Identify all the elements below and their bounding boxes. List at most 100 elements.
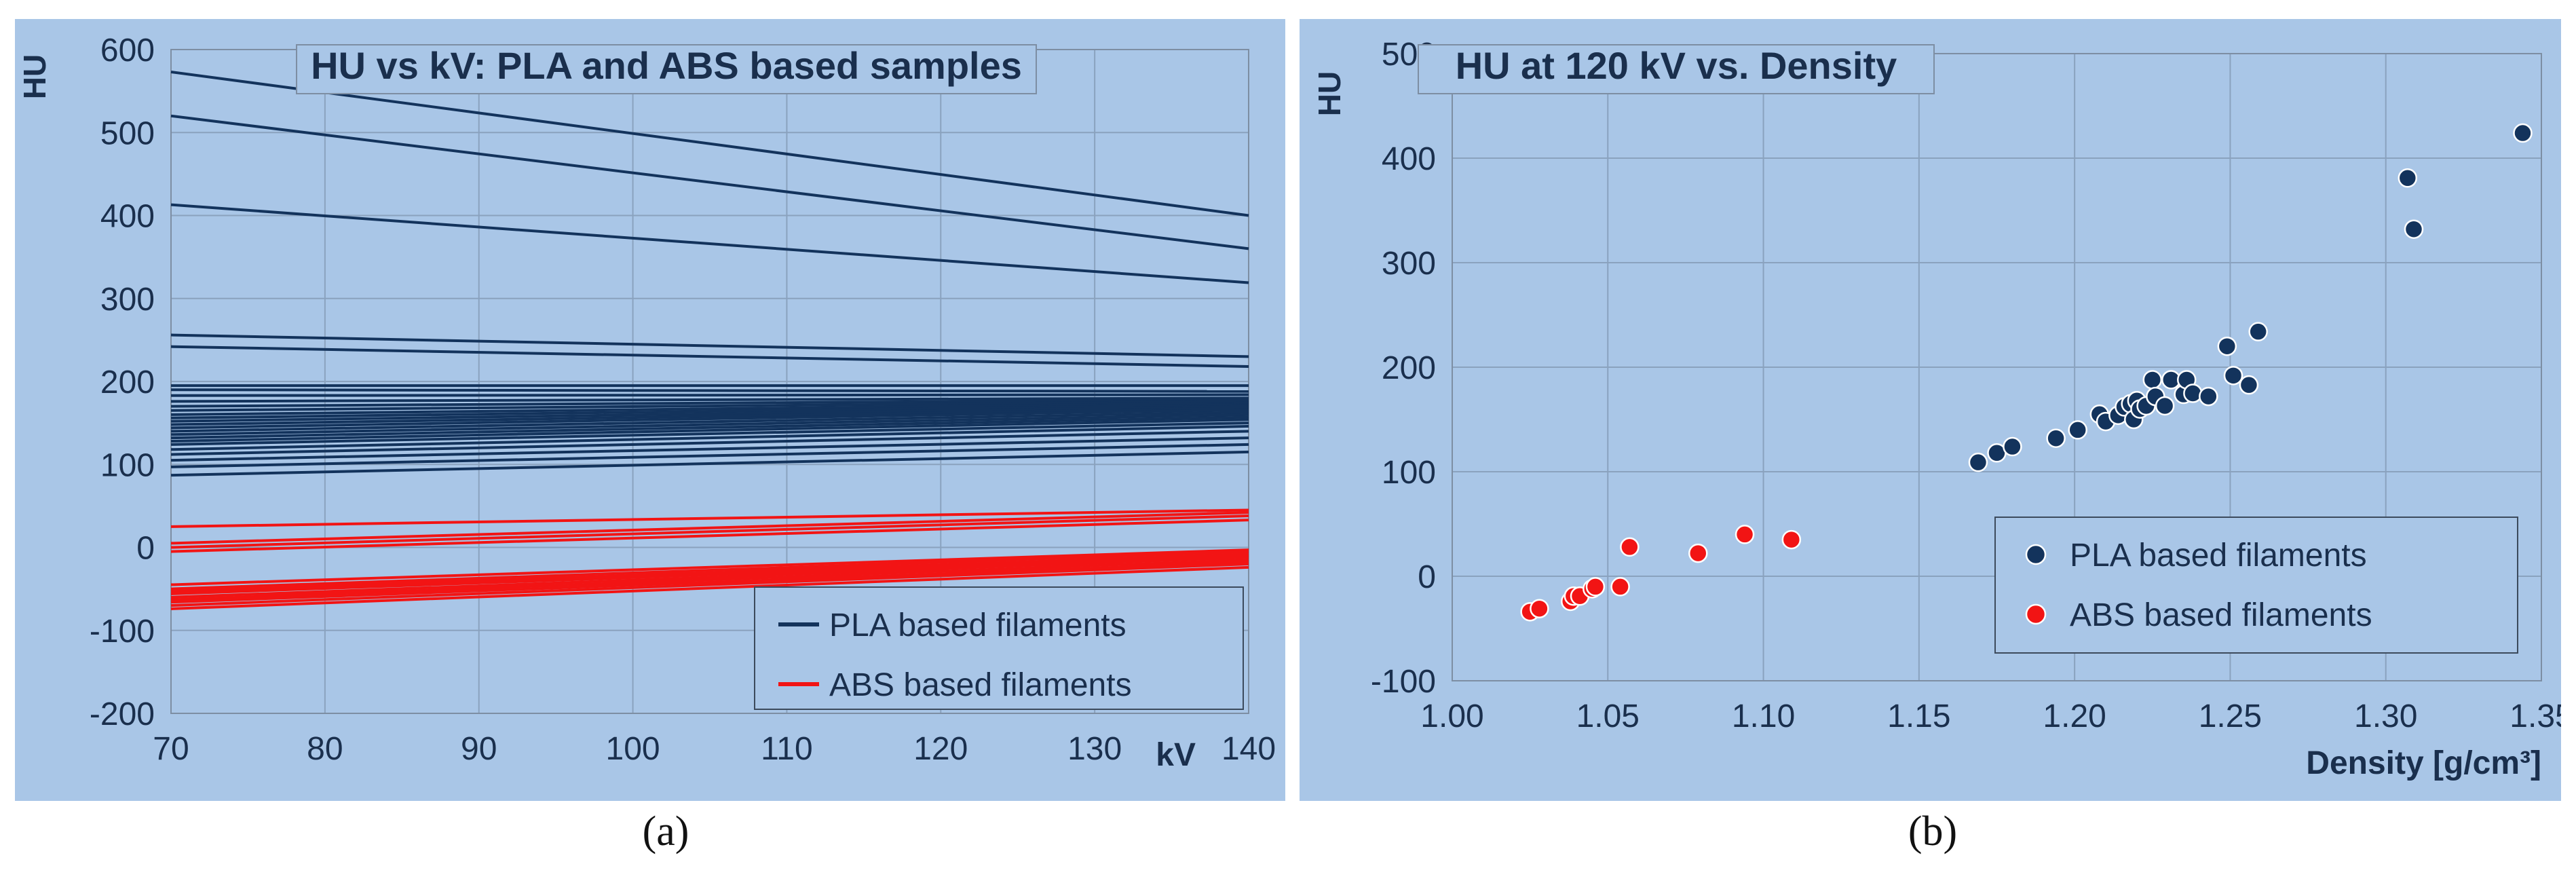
pla-series-line: [170, 114, 1249, 250]
pla-data-point: [2239, 375, 2259, 395]
pla-series-line: [170, 415, 1249, 440]
x-tick-label: 130: [1067, 731, 1122, 767]
pla-series-line: [170, 401, 1249, 416]
pla-series-line: [170, 345, 1249, 368]
x-tick-label: 70: [153, 731, 189, 767]
y-tick-label: 300: [1382, 246, 1436, 282]
pla-series-line: [170, 418, 1249, 443]
legend-box: [754, 586, 1244, 710]
y-tick-label: 0: [136, 531, 155, 567]
y-tick-label: 100: [1382, 455, 1436, 491]
pla-series-line: [170, 443, 1249, 468]
pla-data-point: [2183, 383, 2203, 403]
x-tick-label: 1.00: [1420, 698, 1483, 734]
abs-series-line: [170, 562, 1249, 607]
y-tick-label: 0: [1418, 559, 1436, 595]
x-tick-label: 1.35: [2509, 698, 2561, 734]
abs-series-line: [170, 519, 1249, 553]
panel-b-hu-vs-density: -100 0 100 200 300 400 500 1.00 1.05 1.10 1.15 1.20…: [1300, 19, 2561, 801]
panel-a-hu-vs-kv: -200 -100 0 100 200 300 400 500 600 70 80 90 100 110 1…: [15, 19, 1285, 801]
legend-label: ABS based filaments: [2070, 597, 2372, 633]
abs-series-line: [170, 554, 1249, 595]
y-tick-label: 400: [1382, 141, 1436, 177]
pla-series-line: [170, 203, 1249, 284]
abs-series-line: [170, 508, 1249, 528]
chart-title-box: [1418, 44, 1935, 94]
x-axis-title: Density [g/cm³]: [2306, 745, 2541, 781]
pla-data-point: [2223, 366, 2243, 386]
pla-series-line: [170, 398, 1249, 408]
y-tick-label: 200: [1382, 350, 1436, 386]
pla-data-point: [2199, 386, 2218, 407]
y-axis-title: HU: [1312, 71, 1347, 116]
x-tick-label: 140: [1221, 731, 1276, 767]
abs-series-line: [170, 565, 1249, 610]
legend-marker-swatch: [2025, 603, 2047, 625]
abs-series-line: [170, 514, 1249, 549]
pla-data-point: [2513, 123, 2533, 143]
abs-data-point: [1688, 543, 1708, 563]
x-tick-label: 1.05: [1576, 698, 1640, 734]
chart-title: HU at 120 kV vs. Density: [1456, 44, 1897, 87]
legend-box: [1994, 517, 2518, 654]
y-tick-label: 600: [100, 33, 155, 69]
pla-data-point: [1968, 452, 1988, 472]
pla-series-line: [170, 436, 1249, 462]
y-tick-label: 100: [100, 447, 155, 483]
pla-series-line: [170, 450, 1249, 477]
abs-series-line: [170, 511, 1249, 545]
pla-series-line: [170, 71, 1249, 217]
pla-series-line: [170, 388, 1249, 393]
pla-series-line: [170, 333, 1249, 358]
pla-series-line: [170, 408, 1249, 430]
pla-series-line: [170, 425, 1249, 451]
pla-series-line: [170, 407, 1249, 426]
x-tick-label: 1.10: [1732, 698, 1795, 734]
chart-title: HU vs kV: PLA and ABS based samples: [311, 44, 1022, 87]
abs-data-point: [1620, 537, 1640, 557]
y-tick-label: 400: [100, 199, 155, 235]
x-tick-label: 1.30: [2354, 698, 2417, 734]
pla-data-point: [2398, 168, 2418, 188]
x-tick-label: 120: [913, 731, 968, 767]
pla-series-line: [170, 403, 1249, 419]
abs-series-line: [170, 558, 1249, 601]
pla-data-point: [2142, 370, 2163, 390]
legend-marker-swatch: [2025, 544, 2047, 565]
chart-a-svg: -200 -100 0 100 200 300 400 500 600 70 80 90 100 110 1…: [17, 33, 1276, 773]
pla-data-point: [2404, 219, 2424, 239]
y-tick-label: 300: [100, 282, 155, 318]
legend-label: ABS based filaments: [829, 667, 1132, 703]
pla-data-point: [2046, 428, 2066, 448]
pla-series-line: [170, 396, 1249, 403]
pla-data-point: [2217, 336, 2237, 356]
x-tick-label: 90: [461, 731, 497, 767]
pla-series-line: [170, 400, 1249, 412]
x-tick-label: 1.25: [2199, 698, 2262, 734]
pla-data-point: [2003, 436, 2022, 457]
pla-data-point: [2068, 420, 2087, 440]
legend-label: PLA based filaments: [829, 607, 1126, 643]
pla-series-line: [170, 430, 1249, 456]
pla-data-point: [2248, 322, 2268, 341]
x-tick-label: 1.20: [2043, 698, 2106, 734]
plot-area-border: [1452, 53, 2542, 681]
y-tick-label: 200: [100, 364, 155, 400]
pla-series-line: [170, 411, 1249, 433]
abs-data-point: [1735, 525, 1755, 544]
abs-data-point: [1585, 577, 1606, 597]
x-axis-title: kV: [1156, 737, 1196, 773]
y-tick-label: -200: [90, 696, 155, 732]
y-tick-label: -100: [1371, 664, 1436, 700]
pla-series-line: [170, 405, 1249, 423]
chart-title-box: [296, 44, 1037, 94]
abs-series-line: [170, 561, 1249, 604]
legend-label: PLA based filaments: [2070, 538, 2367, 574]
y-tick-label: -100: [90, 614, 155, 650]
pla-series-line: [170, 393, 1249, 397]
abs-series-line: [170, 550, 1249, 591]
pla-series-line: [170, 413, 1249, 436]
x-tick-label: 110: [761, 731, 813, 767]
x-tick-label: 1.15: [1887, 698, 1950, 734]
